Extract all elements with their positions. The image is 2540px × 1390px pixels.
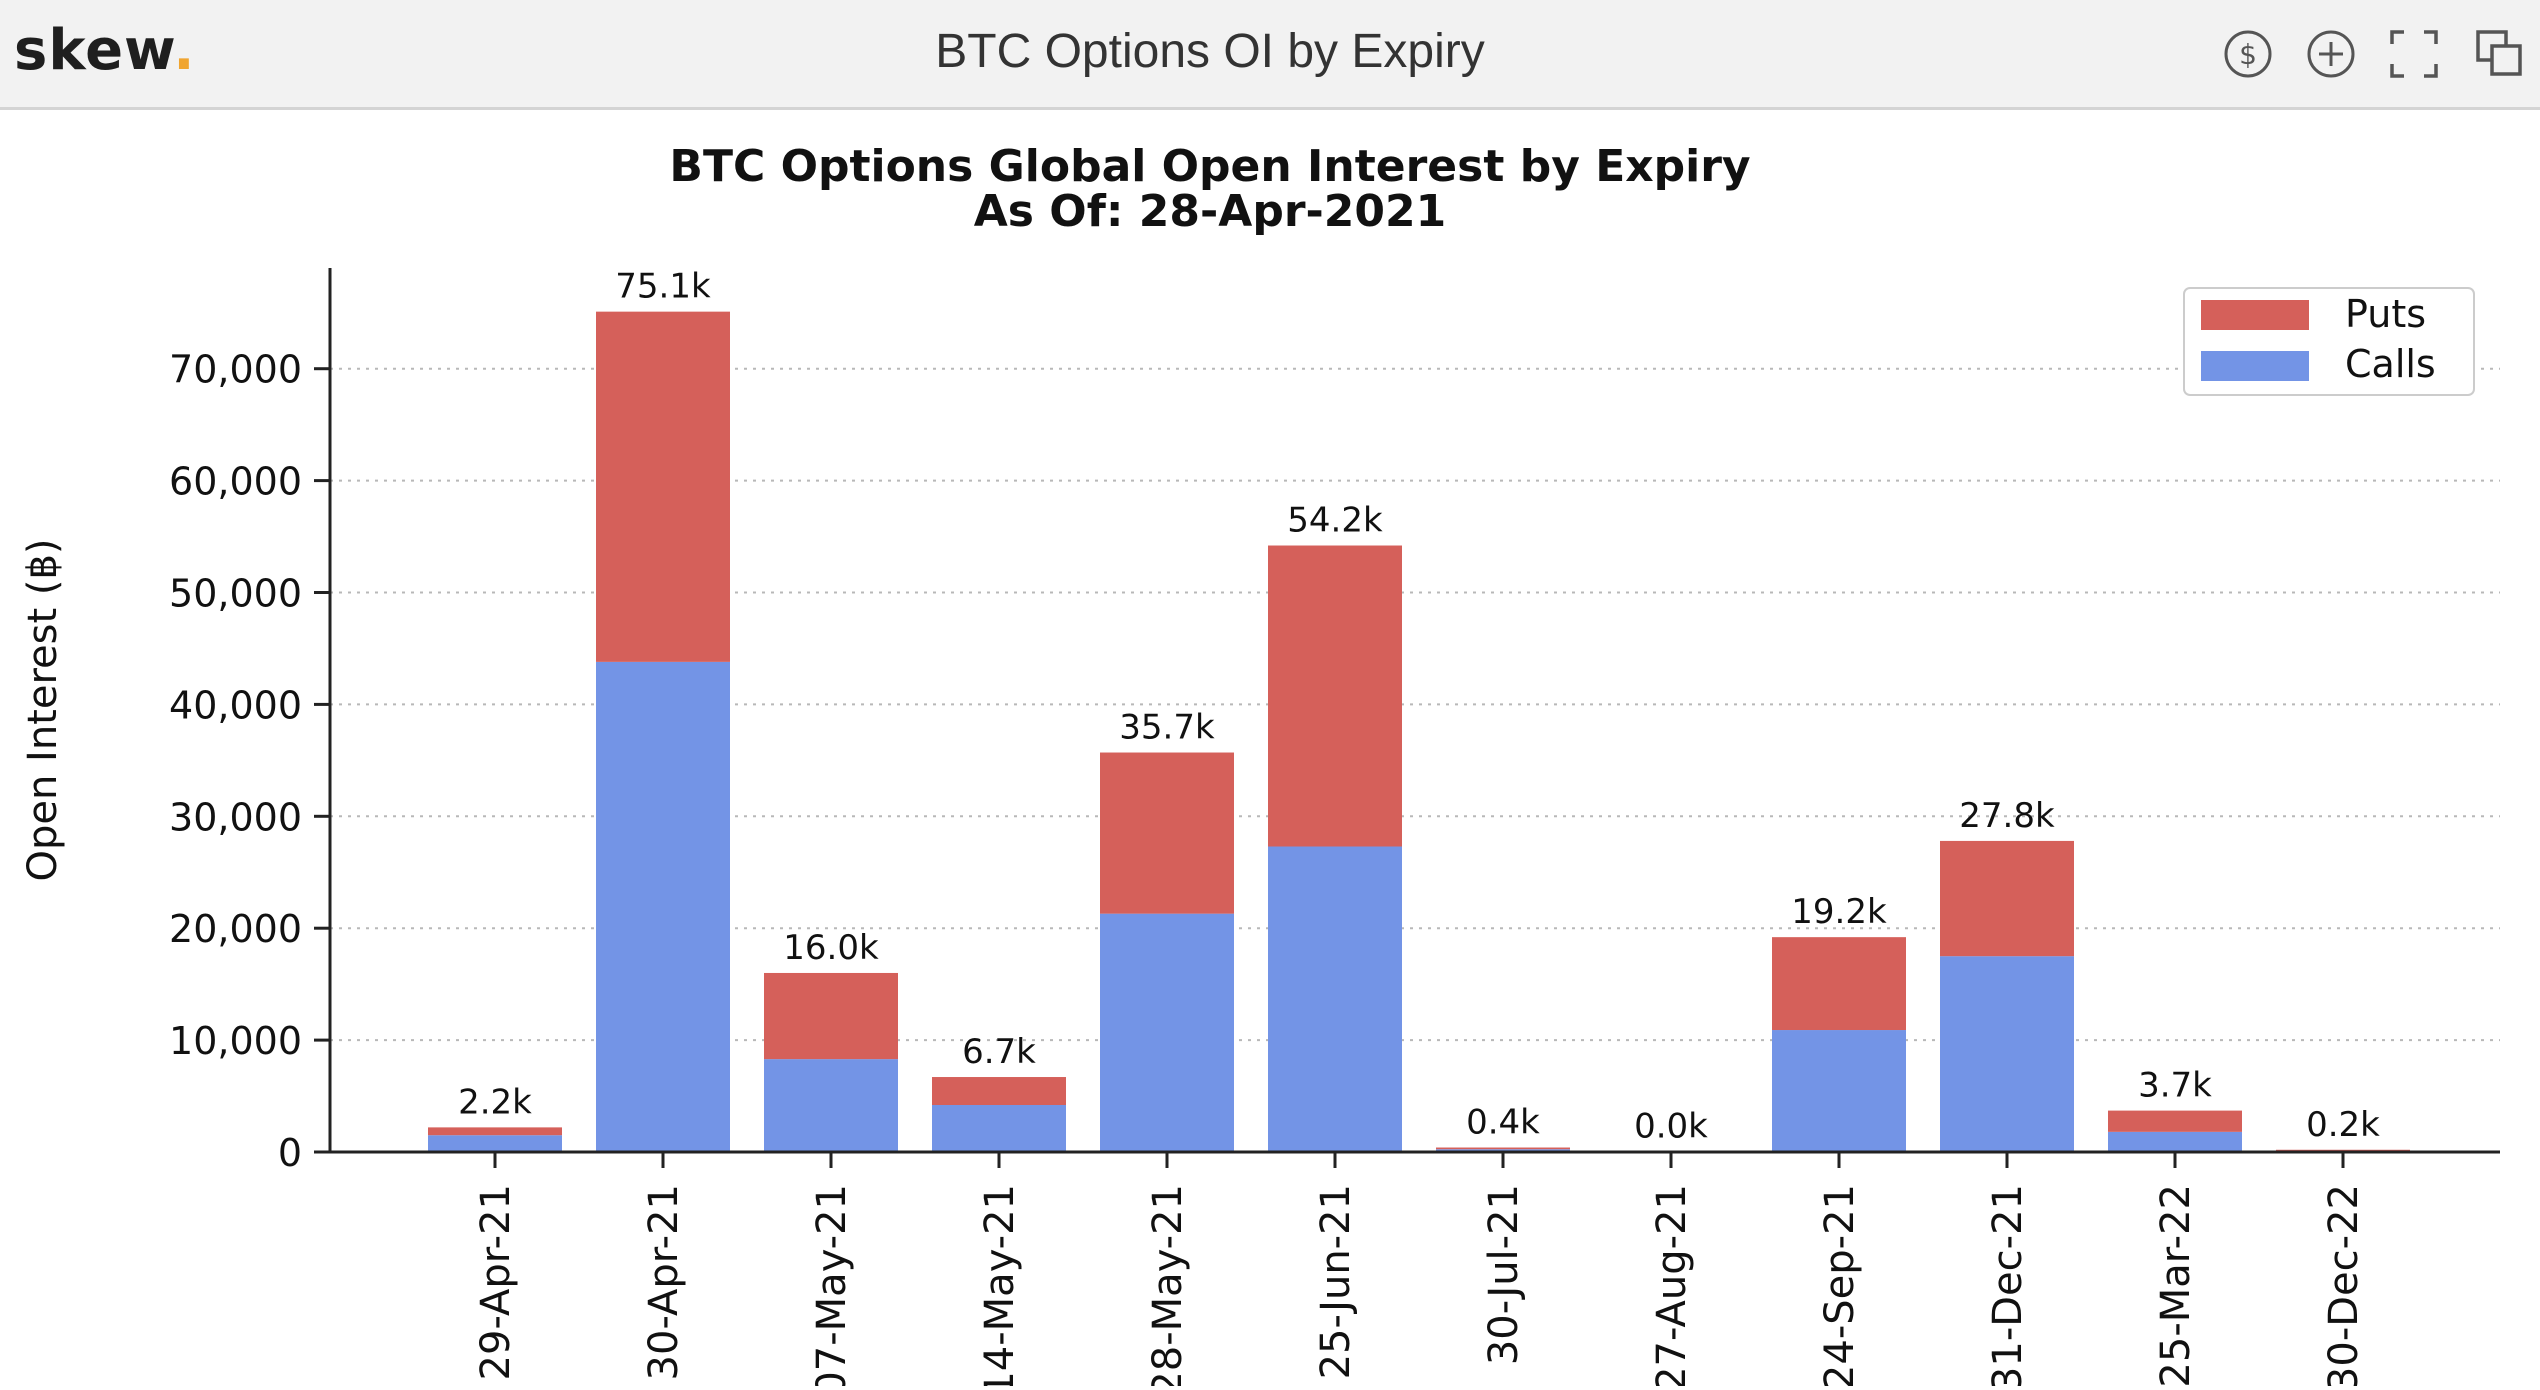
bar-total-label: 16.0k <box>783 928 879 968</box>
x-tick-label: 07-May-21 <box>809 1184 855 1386</box>
bar-total-label: 54.2k <box>1287 501 1383 541</box>
chart-title: BTC Options Global Open Interest by Expi… <box>669 141 1750 192</box>
y-tick-label: 0 <box>278 1131 302 1175</box>
x-tick-label: 14-May-21 <box>977 1184 1023 1386</box>
y-axis-label: Open Interest (฿) <box>20 538 66 881</box>
y-tick-label: 20,000 <box>169 907 302 951</box>
bar-total-label: 0.4k <box>1466 1103 1540 1143</box>
legend-swatch-calls <box>2201 351 2309 381</box>
bar-puts[interactable] <box>2108 1111 2242 1132</box>
x-tick-label: 27-Aug-21 <box>1649 1184 1695 1386</box>
legend: Puts Calls <box>2184 288 2474 395</box>
bar-total-label: 6.7k <box>962 1032 1036 1072</box>
chart-subtitle: As Of: 28-Apr-2021 <box>974 186 1446 237</box>
fullscreen-icon[interactable] <box>2386 26 2442 82</box>
bar-puts[interactable] <box>1268 546 1402 847</box>
bar-total-label: 2.2k <box>458 1082 532 1122</box>
bar-calls[interactable] <box>932 1105 1066 1152</box>
bar-calls[interactable] <box>2108 1132 2242 1152</box>
y-tick-label: 40,000 <box>169 683 302 727</box>
bar-total-label: 19.2k <box>1791 892 1887 932</box>
bar-puts[interactable] <box>596 312 730 662</box>
bar-calls[interactable] <box>428 1135 562 1152</box>
window-title: BTC Options OI by Expiry <box>0 24 2420 79</box>
bar-total-label: 0.0k <box>1634 1107 1708 1147</box>
top-bar: skew. BTC Options OI by Expiry $ <box>0 0 2540 110</box>
bar-total-label: 75.1k <box>615 267 711 307</box>
bar-total-label: 0.2k <box>2306 1105 2380 1145</box>
bar-calls[interactable] <box>596 662 730 1152</box>
x-tick-label: 30-Apr-21 <box>641 1184 687 1380</box>
bar-total-label: 27.8k <box>1959 796 2055 836</box>
bar-puts[interactable] <box>428 1127 562 1135</box>
x-tick-label: 25-Jun-21 <box>1313 1184 1359 1379</box>
y-tick-label: 10,000 <box>169 1019 302 1063</box>
bar-calls[interactable] <box>764 1059 898 1152</box>
bar-puts[interactable] <box>1940 841 2074 956</box>
bar-calls[interactable] <box>1772 1030 1906 1152</box>
bar-puts[interactable] <box>764 973 898 1059</box>
bar-puts[interactable] <box>932 1077 1066 1105</box>
oi-bar-chart: 0 10,000 20,000 30,000 40,000 50,000 60,000 70,… <box>0 113 2540 1386</box>
y-tick-label: 60,000 <box>169 460 302 504</box>
bar-puts[interactable] <box>1772 937 1906 1030</box>
y-tick-label: 50,000 <box>169 572 302 616</box>
x-tick-label: 25-Mar-22 <box>2153 1184 2199 1386</box>
chart-area: 0 10,000 20,000 30,000 40,000 50,000 60,000 70,… <box>0 113 2540 1386</box>
legend-label-calls: Calls <box>2345 342 2436 386</box>
bar-calls[interactable] <box>1100 914 1234 1152</box>
x-tick-label: 24-Sep-21 <box>1817 1184 1863 1386</box>
y-tick-label: 30,000 <box>169 795 302 839</box>
x-tick-label: 30-Dec-22 <box>2321 1184 2367 1386</box>
legend-swatch-puts <box>2201 300 2309 330</box>
bar-calls[interactable] <box>1940 956 2074 1152</box>
plus-circle-icon[interactable] <box>2303 26 2359 82</box>
bar-total-label: 3.7k <box>2138 1066 2212 1106</box>
x-tick-label: 29-Apr-21 <box>473 1184 519 1380</box>
x-tick-label: 28-May-21 <box>1145 1184 1191 1386</box>
svg-text:$: $ <box>2239 38 2257 71</box>
bar-total-label: 35.7k <box>1119 708 1215 748</box>
x-tick-label: 30-Jul-21 <box>1481 1184 1527 1365</box>
dollar-circle-icon[interactable]: $ <box>2220 26 2276 82</box>
copy-icon[interactable] <box>2472 26 2528 82</box>
bar-calls[interactable] <box>1268 847 1402 1152</box>
bar-puts[interactable] <box>1436 1148 1570 1150</box>
legend-label-puts: Puts <box>2345 292 2426 336</box>
bar-puts[interactable] <box>1100 753 1234 914</box>
x-tick-label: 31-Dec-21 <box>1985 1184 2031 1386</box>
y-tick-label: 70,000 <box>169 348 302 392</box>
